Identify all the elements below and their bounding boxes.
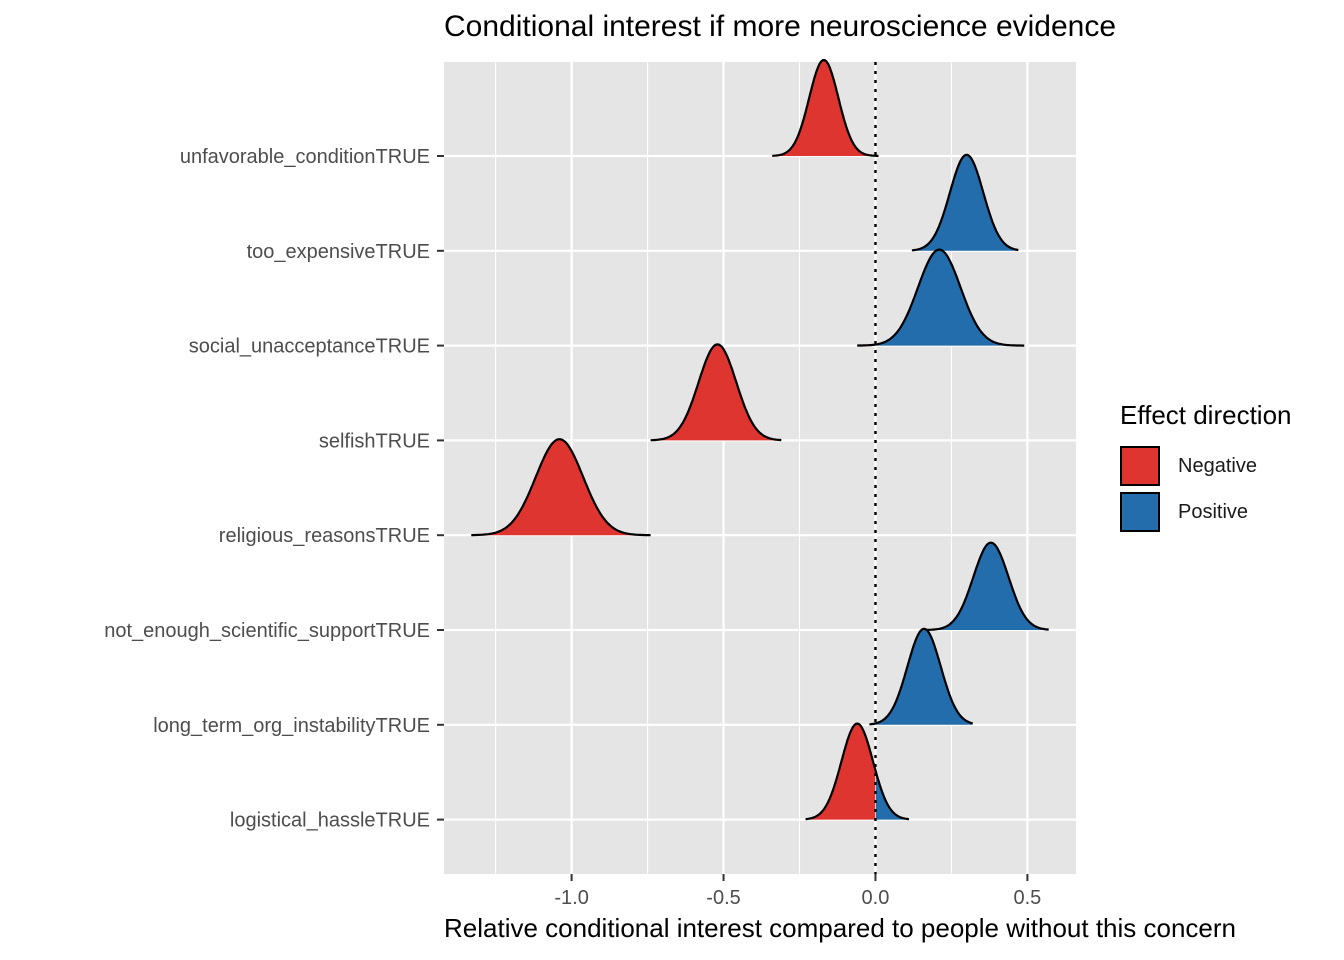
legend-item-negative: Negative (1120, 443, 1292, 489)
legend-label-positive: Positive (1178, 500, 1249, 523)
ridge-outline (921, 541, 1049, 632)
ridge-outline (650, 343, 782, 442)
ridge-fill-positive (875, 628, 973, 725)
ridge-outline (805, 722, 909, 821)
ridge-unfavorable_conditionTRUE (772, 58, 879, 157)
ridge-too_expensiveTRUE (911, 153, 1019, 252)
ridge-social_unacceptanceTRUE (857, 248, 1025, 347)
y-tick-label: too_expensiveTRUE (247, 241, 430, 263)
legend: Effect direction Negative Positive (1120, 400, 1292, 535)
ridge-religious_reasonsTRUE (471, 438, 651, 537)
ridge-fill-positive (876, 249, 1025, 346)
y-tick-label: long_term_org_instabilityTRUE (153, 715, 430, 737)
axis-layer: -1.0 -0.5 0.0 0.5 unfavorable_conditionTRUEt… (104, 146, 1041, 909)
ridge-long_term_org_instabilityTRUE (869, 627, 974, 726)
ridge-outline (911, 153, 1019, 252)
x-tick-label: -0.5 (706, 887, 740, 909)
ridge-fill-positive (876, 772, 909, 820)
legend-item-positive: Positive (1120, 489, 1292, 535)
x-axis-title: Relative conditional interest compared t… (444, 913, 1237, 943)
y-tick-label: logistical_hassleTRUE (230, 810, 430, 832)
y-tick-label: social_unacceptanceTRUE (189, 336, 430, 358)
legend-key-negative (1120, 446, 1160, 486)
ridge-layer (471, 58, 1049, 821)
chart-title: Conditional interest if more neuroscienc… (444, 10, 1117, 43)
ridge-fill-negative (471, 439, 651, 536)
ridge-selfishTRUE (650, 343, 782, 442)
y-tick-label: unfavorable_conditionTRUE (180, 146, 430, 168)
ridge-outline (857, 248, 1025, 347)
ridge-fill-positive (911, 154, 1019, 251)
x-tick-label: -1.0 (554, 887, 588, 909)
x-tick-label: 0.5 (1013, 887, 1041, 909)
y-tick-label: not_enough_scientific_supportTRUE (104, 620, 430, 642)
ridge-outline (471, 438, 651, 537)
y-tick-label: religious_reasonsTRUE (219, 525, 430, 547)
ridge-outline (772, 58, 879, 157)
ridge-fill-negative (772, 60, 876, 156)
x-tick-label: 0.0 (862, 887, 890, 909)
ridge-fill-positive (921, 542, 1049, 630)
ridge-outline (869, 627, 974, 726)
ridge-logistical_hassleTRUE (805, 722, 909, 821)
ridge-fill-negative (805, 723, 876, 820)
y-tick-label: selfishTRUE (319, 430, 430, 452)
ridge-not_enough_scientific_supportTRUE (921, 541, 1049, 632)
legend-key-positive (1120, 492, 1160, 532)
legend-label-negative: Negative (1178, 454, 1257, 477)
legend-title: Effect direction (1120, 400, 1292, 430)
